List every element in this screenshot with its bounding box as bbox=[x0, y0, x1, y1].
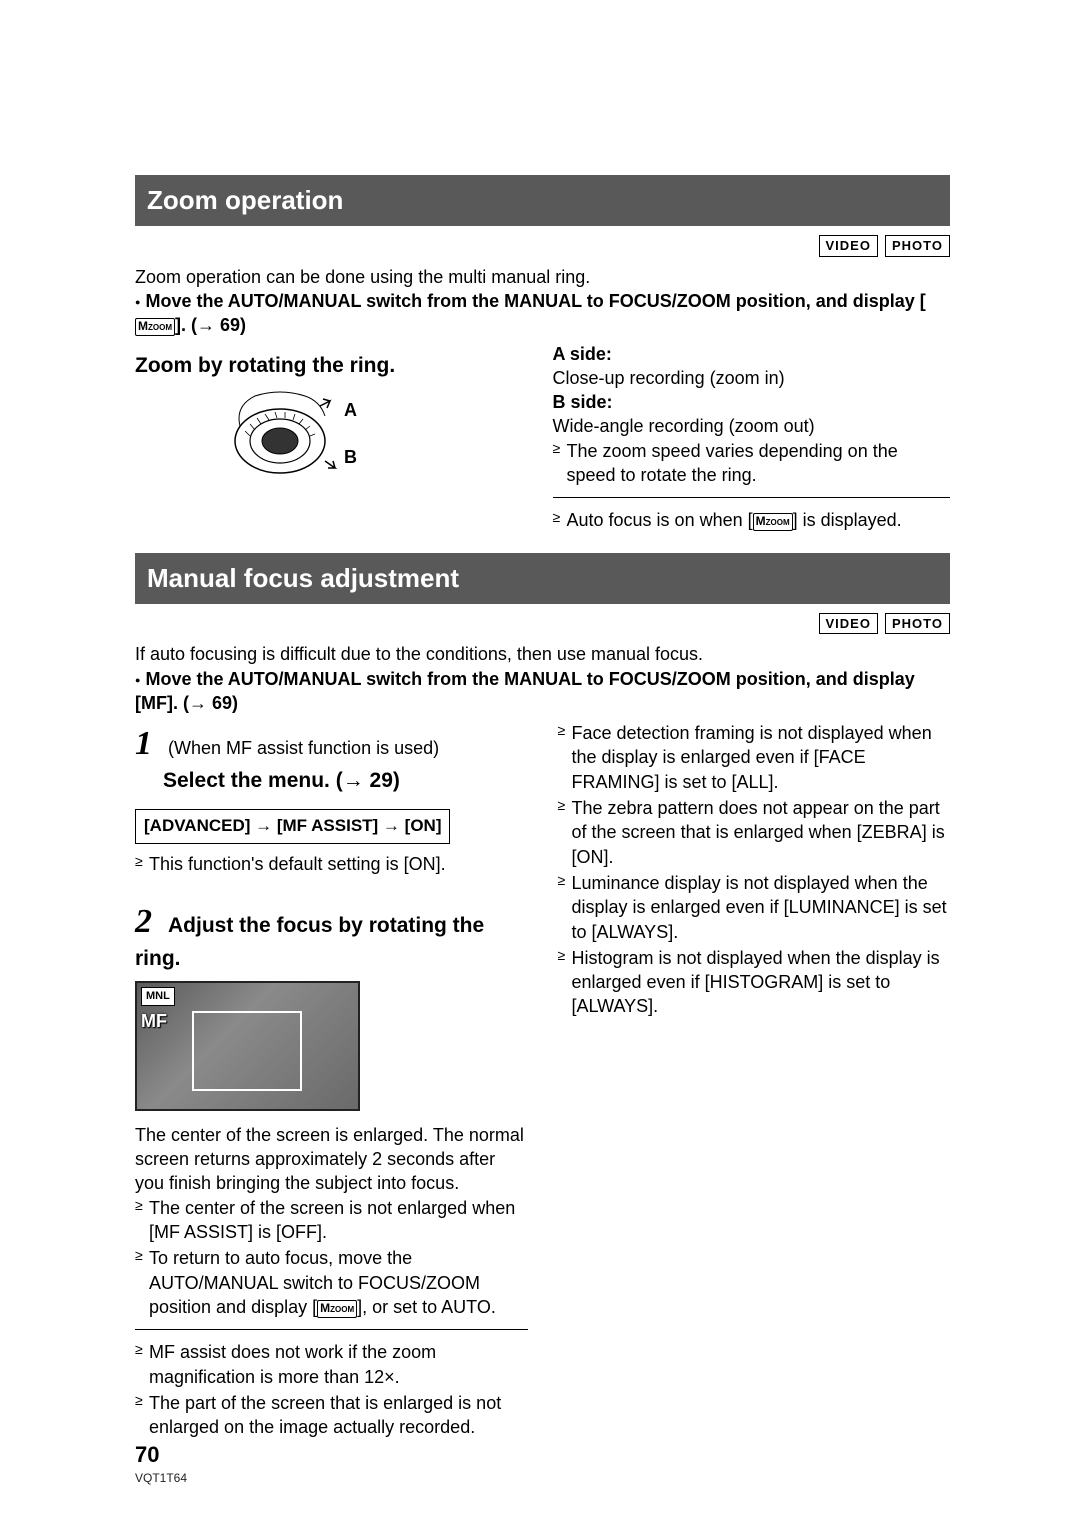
step-1-num: 1 bbox=[135, 721, 163, 767]
zoom-move-ref: 69) bbox=[215, 315, 246, 335]
focus-frame bbox=[192, 1011, 302, 1091]
step1-head-text: Select the menu. ( bbox=[163, 769, 343, 792]
step1-note: (When MF assist function is used) bbox=[168, 738, 439, 758]
mf-move-ref: 69) bbox=[207, 693, 238, 713]
step-2: 2 Adjust the focus by rotating the ring. bbox=[135, 899, 528, 973]
mnl-badge: MNL bbox=[141, 987, 175, 1006]
step1-head: Select the menu. (→ 29) bbox=[163, 767, 528, 795]
zoom-subhead: Zoom by rotating the ring. bbox=[135, 352, 533, 380]
face-note: Face detection framing is not displayed … bbox=[558, 721, 951, 794]
mf-indicator: MF bbox=[141, 1009, 167, 1033]
page-number: 70 bbox=[135, 1440, 187, 1470]
zoom-move-pre: Move the AUTO/MANUAL switch from the MAN… bbox=[145, 291, 925, 311]
doc-code: VQT1T64 bbox=[135, 1470, 187, 1486]
return-note: To return to auto focus, move the AUTO/M… bbox=[135, 1246, 528, 1319]
menu-path-box: [ADVANCED] → [MF ASSIST] → [ON] bbox=[135, 809, 450, 844]
right-column: Face detection framing is not displayed … bbox=[558, 721, 951, 1441]
lum-note: Luminance display is not displayed when … bbox=[558, 871, 951, 944]
mf-section-title: Manual focus adjustment bbox=[135, 553, 950, 604]
step2-head: Adjust the focus by rotating the ring. bbox=[135, 914, 484, 970]
zoom-speed-note: The zoom speed varies depending on the s… bbox=[553, 439, 951, 488]
af-pre: Auto focus is on when [ bbox=[567, 510, 753, 530]
b-side-text: Wide-angle recording (zoom out) bbox=[553, 414, 951, 438]
center-note: The center of the screen is enlarged. Th… bbox=[135, 1123, 528, 1196]
mzoom-sub-3: ZOOM bbox=[330, 1305, 354, 1314]
off-note: The center of the screen is not enlarged… bbox=[135, 1196, 528, 1245]
step-1: 1 (When MF assist function is used) bbox=[135, 721, 528, 767]
part-note: The part of the screen that is enlarged … bbox=[135, 1391, 528, 1440]
zoom-intro: Zoom operation can be done using the mul… bbox=[135, 265, 950, 289]
left-column: 1 (When MF assist function is used) Sele… bbox=[135, 721, 528, 1441]
b-side-label: B side: bbox=[553, 392, 613, 412]
mf-move-note: ● Move the AUTO/MANUAL switch from the M… bbox=[135, 667, 950, 716]
mf-badges: VIDEO PHOTO bbox=[135, 610, 950, 635]
return-post: ], or set to AUTO. bbox=[357, 1297, 496, 1317]
af-post: ] is displayed. bbox=[793, 510, 902, 530]
page-content: Zoom operation VIDEO PHOTO Zoom operatio… bbox=[0, 0, 1080, 1481]
photo-badge: PHOTO bbox=[885, 235, 950, 257]
zoom-section-title: Zoom operation bbox=[135, 175, 950, 226]
mf-screen-illustration: MNL MF bbox=[135, 981, 360, 1111]
a-side-text: Close-up recording (zoom in) bbox=[553, 366, 951, 390]
divider-2 bbox=[135, 1329, 528, 1330]
zoom-move-note: ● Move the AUTO/MANUAL switch from the M… bbox=[135, 289, 950, 338]
a-side-label: A side: bbox=[553, 344, 612, 364]
mzoom-sub: ZOOM bbox=[148, 323, 172, 332]
page-footer: 70 VQT1T64 bbox=[135, 1440, 187, 1486]
mzoom-icon: MZOOM bbox=[135, 318, 175, 336]
mag-note: MF assist does not work if the zoom magn… bbox=[135, 1340, 528, 1389]
mzoom-icon-3: MZOOM bbox=[317, 1300, 357, 1318]
zoom-move-post: ]. ( bbox=[175, 315, 197, 335]
camera-ring-illustration: A B bbox=[225, 386, 355, 481]
a-label: A bbox=[344, 398, 357, 422]
photo-badge-2: PHOTO bbox=[885, 613, 950, 635]
step-2-num: 2 bbox=[135, 899, 163, 945]
zebra-note: The zebra pattern does not appear on the… bbox=[558, 796, 951, 869]
step1-ref: 29) bbox=[364, 769, 400, 792]
mzoom-sub-2: ZOOM bbox=[766, 518, 790, 527]
zoom-badges: VIDEO PHOTO bbox=[135, 232, 950, 257]
default-note: This function's default setting is [ON]. bbox=[135, 852, 528, 876]
af-note: Auto focus is on when [MZOOM] is display… bbox=[553, 508, 951, 532]
hist-note: Histogram is not displayed when the disp… bbox=[558, 946, 951, 1019]
mf-move-text: Move the AUTO/MANUAL switch from the MAN… bbox=[135, 669, 915, 713]
video-badge-2: VIDEO bbox=[819, 613, 878, 635]
video-badge: VIDEO bbox=[819, 235, 878, 257]
b-label: B bbox=[344, 445, 357, 469]
mf-intro: If auto focusing is difficult due to the… bbox=[135, 642, 950, 666]
mzoom-icon-2: MZOOM bbox=[753, 513, 793, 531]
divider bbox=[553, 497, 951, 498]
